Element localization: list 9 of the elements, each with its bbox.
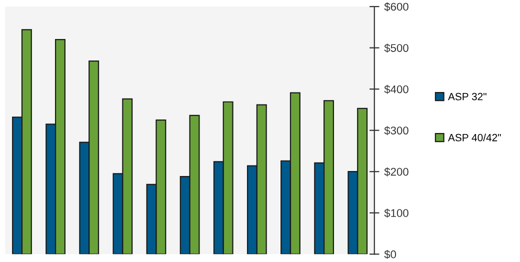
y-tick-label: $300: [384, 126, 408, 136]
y-tick-label: $600: [384, 2, 408, 12]
y-tick-label: $0: [384, 250, 396, 259]
y-tick-label: $400: [384, 84, 408, 94]
legend-label: ASP 40/42": [448, 134, 501, 142]
y-tick-label: $500: [384, 44, 408, 53]
y-tick-label: $200: [384, 167, 408, 176]
y-tick-label: $100: [384, 208, 408, 218]
legend-label: ASP 32": [448, 92, 486, 100]
